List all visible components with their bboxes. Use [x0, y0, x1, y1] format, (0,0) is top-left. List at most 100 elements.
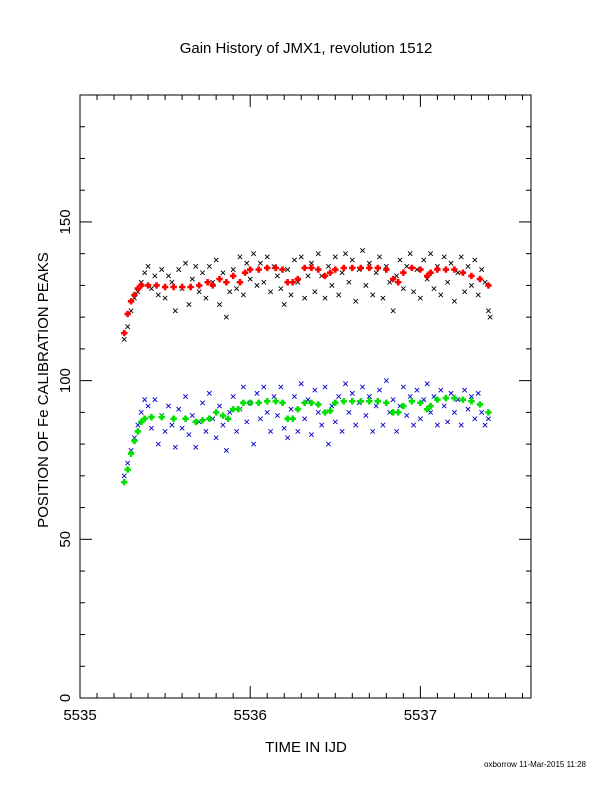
data-point: [459, 396, 467, 403]
data-point: [161, 283, 169, 291]
series-0: [121, 247, 493, 342]
data-point: [342, 381, 349, 387]
data-point: [342, 251, 349, 257]
data-point: [421, 257, 427, 263]
data-point: [251, 441, 257, 447]
data-point: [209, 282, 216, 289]
data-point: [254, 282, 260, 288]
data-point: [289, 279, 296, 286]
data-point: [479, 267, 485, 273]
data-point: [408, 264, 416, 272]
data-point: [329, 282, 335, 288]
data-point: [326, 269, 334, 276]
data-point: [272, 398, 279, 405]
data-point: [427, 402, 434, 410]
data-point: [291, 257, 297, 263]
data-point: [462, 387, 468, 393]
data-point: [442, 394, 450, 402]
data-point: [346, 409, 352, 415]
data-point: [353, 298, 359, 304]
data-point: [404, 263, 410, 269]
chart-title: Gain History of JMX1, revolution 1512: [180, 40, 433, 57]
data-point: [289, 415, 296, 422]
data-point: [336, 292, 342, 298]
data-point: [264, 409, 270, 415]
data-point: [172, 308, 178, 314]
data-point: [319, 273, 325, 279]
data-point: [349, 398, 356, 405]
data-point: [144, 282, 152, 289]
data-point: [295, 428, 301, 434]
data-point: [485, 409, 492, 416]
data-points: [121, 247, 493, 486]
y-axis-label: POSITION OF Fe CALIBRATION PEAKS: [35, 252, 52, 528]
data-point: [451, 409, 457, 415]
data-point: [220, 422, 226, 428]
data-point: [305, 273, 311, 279]
data-point: [227, 409, 233, 415]
data-point: [325, 441, 331, 447]
data-point: [308, 264, 315, 272]
data-point: [482, 279, 488, 285]
data-point: [268, 289, 274, 295]
data-point: [395, 409, 402, 416]
data-point: [301, 264, 308, 272]
data-point: [465, 406, 471, 412]
data-point: [278, 286, 284, 292]
data-point: [424, 381, 430, 387]
data-point: [182, 393, 189, 400]
data-point: [312, 289, 318, 295]
data-point: [340, 398, 347, 405]
data-point: [206, 263, 212, 269]
data-point: [121, 336, 127, 342]
data-point: [357, 398, 365, 405]
data-point: [485, 308, 491, 314]
data-point: [135, 422, 141, 428]
data-point: [131, 437, 138, 445]
data-point: [332, 254, 338, 260]
data-point: [438, 387, 444, 393]
data-point: [152, 397, 158, 403]
data-point: [246, 266, 254, 273]
data-point: [417, 266, 424, 273]
data-point: [395, 279, 402, 286]
data-point: [389, 275, 397, 283]
data-point: [383, 399, 390, 407]
data-point: [213, 435, 219, 441]
data-point: [193, 263, 199, 269]
data-point: [431, 286, 437, 292]
data-point: [278, 384, 284, 390]
data-point: [148, 413, 155, 421]
data-point: [397, 257, 403, 263]
data-point: [169, 279, 175, 285]
data-point: [321, 409, 329, 416]
data-point: [244, 260, 250, 266]
x-tick-label: 5535: [63, 707, 96, 724]
data-point: [261, 279, 267, 285]
data-point: [199, 417, 206, 424]
data-point: [434, 396, 441, 403]
data-point: [400, 286, 406, 292]
series-2: [121, 378, 491, 479]
data-point: [255, 399, 262, 407]
data-point: [400, 384, 406, 390]
data-point: [234, 286, 240, 292]
data-point: [319, 422, 325, 428]
data-point: [237, 254, 243, 260]
data-point: [121, 478, 128, 486]
data-point: [127, 298, 135, 305]
data-point: [448, 260, 454, 266]
data-point: [485, 416, 491, 422]
data-point: [192, 418, 199, 426]
data-point: [472, 416, 478, 422]
data-point: [134, 428, 142, 435]
data-point: [434, 266, 441, 273]
data-point: [182, 415, 189, 422]
data-point: [193, 444, 199, 450]
data-point: [308, 432, 314, 438]
data-point: [294, 405, 302, 413]
data-point: [377, 254, 383, 260]
data-point: [394, 273, 400, 279]
data-point: [127, 450, 135, 457]
data-point: [223, 314, 229, 320]
